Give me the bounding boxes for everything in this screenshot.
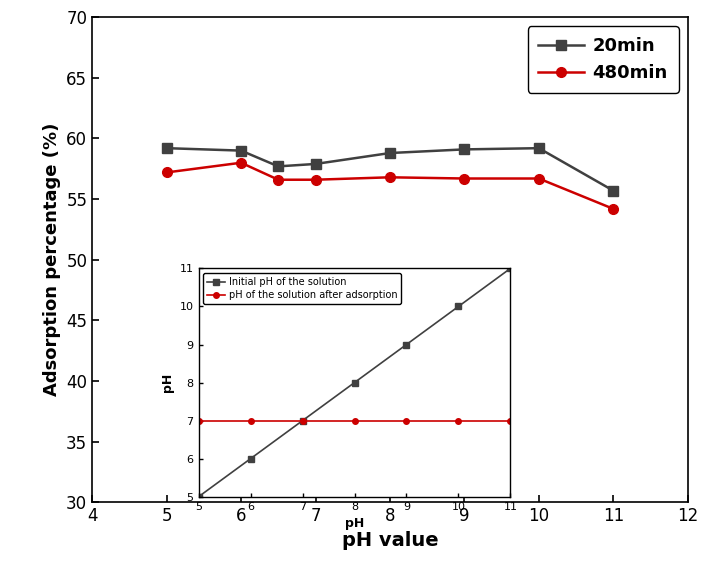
Legend: Initial pH of the solution, pH of the solution after adsorption: Initial pH of the solution, pH of the so… (203, 274, 401, 304)
20min (311, 160, 320, 167)
480min (237, 159, 245, 166)
Line: Initial pH of the solution: Initial pH of the solution (196, 266, 513, 500)
Initial pH of the solution (350, 379, 359, 386)
pH of the solution after adsorption (246, 417, 255, 424)
Initial pH of the solution (506, 265, 515, 272)
480min (460, 175, 469, 182)
Initial pH of the solution (298, 417, 307, 424)
20min (460, 146, 469, 153)
20min (162, 144, 171, 151)
20min (535, 144, 543, 151)
Line: 20min: 20min (162, 143, 618, 195)
480min (386, 174, 394, 181)
480min (535, 175, 543, 182)
pH of the solution after adsorption (402, 417, 411, 424)
20min (609, 187, 618, 194)
480min (609, 206, 618, 212)
480min (274, 176, 282, 183)
pH of the solution after adsorption (506, 417, 515, 424)
pH of the solution after adsorption (298, 417, 307, 424)
20min (386, 150, 394, 156)
Line: 480min: 480min (162, 158, 618, 214)
480min (311, 176, 320, 183)
Y-axis label: Adsorption percentage (%): Adsorption percentage (%) (43, 123, 61, 396)
20min (274, 163, 282, 170)
pH of the solution after adsorption (194, 417, 203, 424)
Y-axis label: pH: pH (161, 373, 174, 392)
Legend: 20min, 480min: 20min, 480min (527, 26, 679, 93)
X-axis label: pH: pH (345, 517, 364, 530)
20min (237, 147, 245, 154)
Initial pH of the solution (194, 493, 203, 500)
480min (162, 169, 171, 176)
X-axis label: pH value: pH value (342, 531, 438, 550)
Initial pH of the solution (246, 455, 255, 462)
Line: pH of the solution after adsorption: pH of the solution after adsorption (196, 418, 513, 424)
pH of the solution after adsorption (454, 417, 463, 424)
Initial pH of the solution (454, 303, 463, 310)
Initial pH of the solution (402, 341, 411, 348)
pH of the solution after adsorption (350, 417, 359, 424)
